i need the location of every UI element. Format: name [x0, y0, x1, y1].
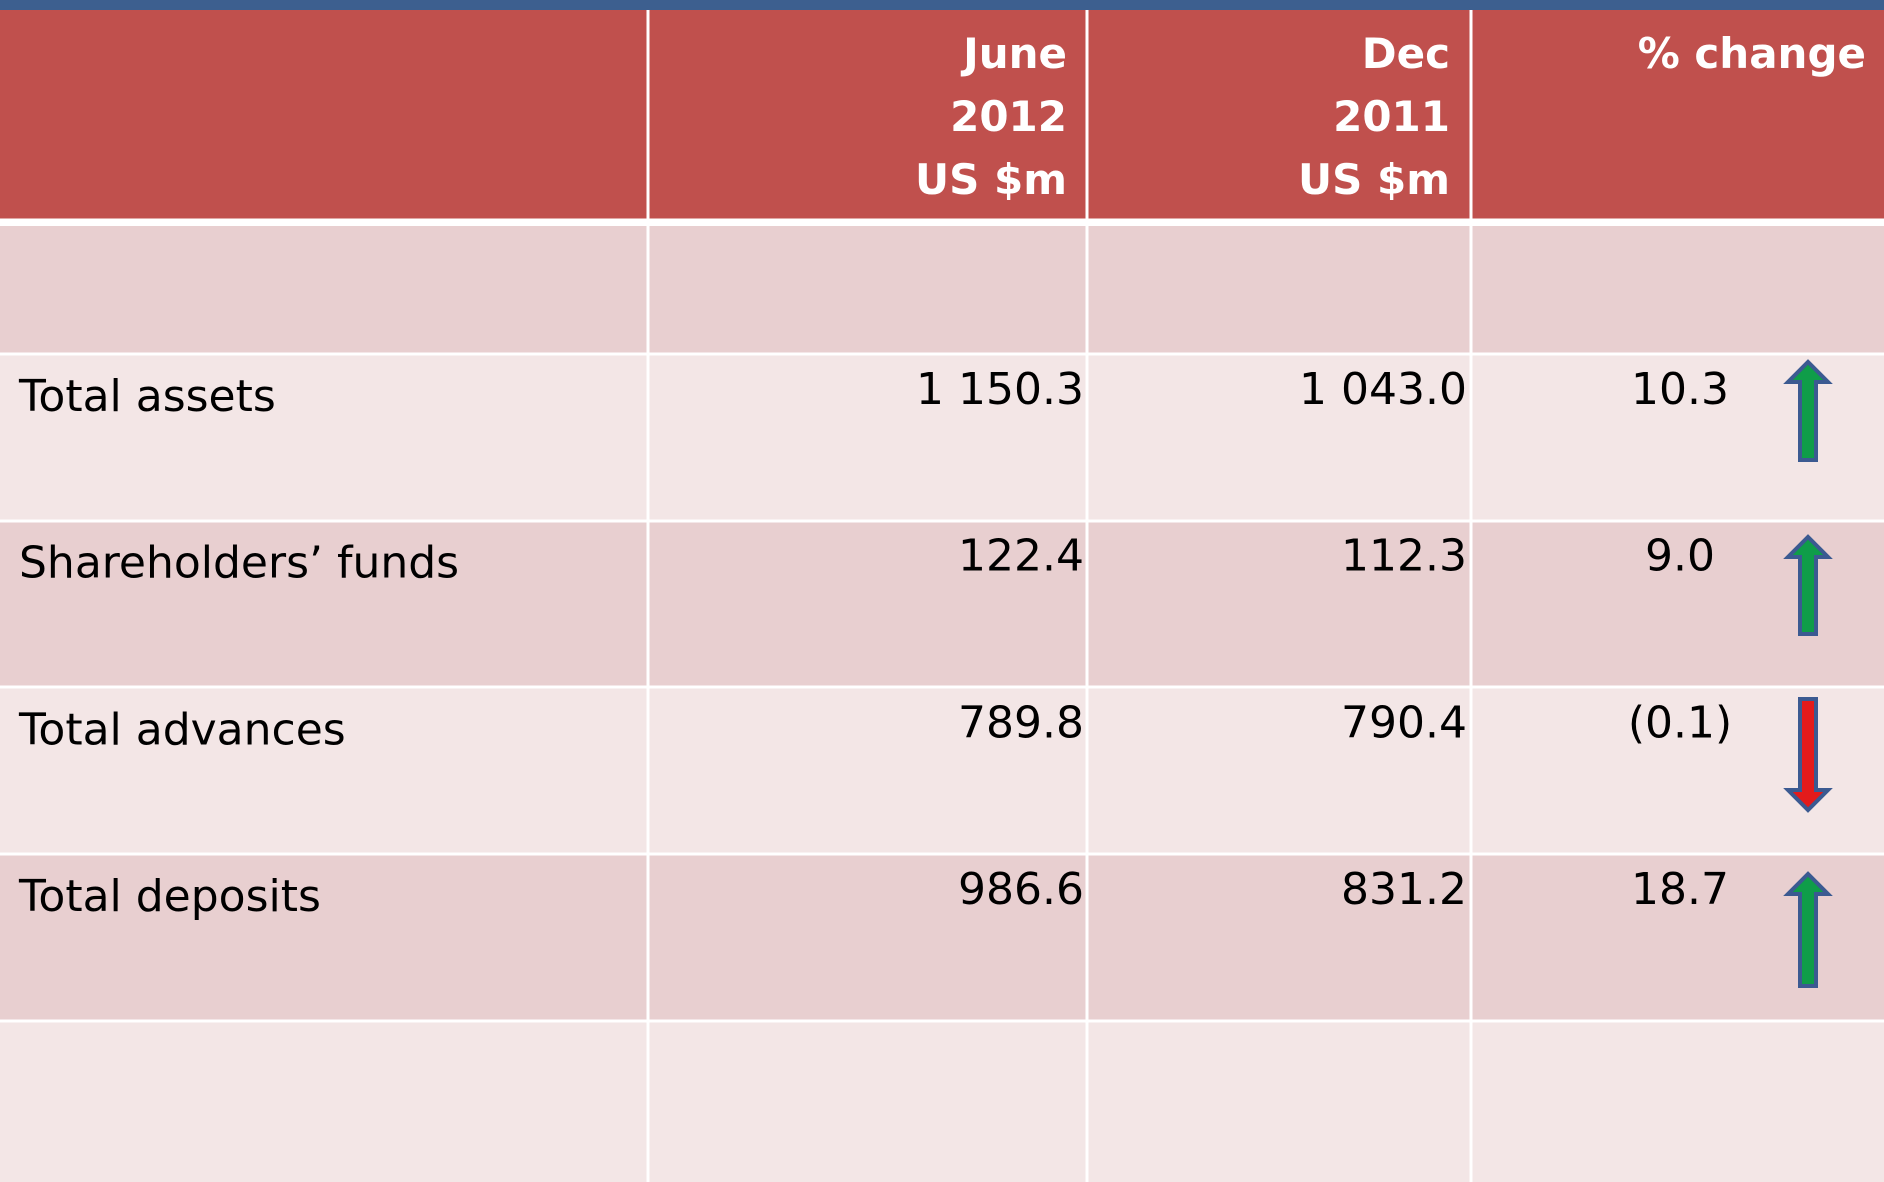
arrow-up	[1783, 871, 1833, 988]
cell-value: 1 150.3	[916, 364, 1084, 415]
arrow-down	[1783, 697, 1833, 813]
arrow-up	[1783, 534, 1833, 636]
header-cell: June	[960, 29, 1067, 78]
cell-value: (0.1)	[1628, 697, 1732, 748]
grid	[0, 10, 1884, 1182]
cell-value: 790.4	[1341, 697, 1467, 748]
cell-value: 122.4	[958, 531, 1084, 582]
cell-value: 831.2	[1341, 864, 1467, 915]
cell-value: 789.8	[958, 697, 1084, 748]
row-bg	[0, 354, 1884, 521]
row-bg	[0, 521, 1884, 687]
row-bg	[0, 687, 1884, 854]
row-label: Total advances	[18, 704, 346, 755]
top-bar	[0, 0, 1884, 10]
row-bg	[0, 854, 1884, 1021]
cell-value: 986.6	[958, 864, 1084, 915]
header-cell: 2012	[950, 92, 1067, 141]
row-label: Shareholders’ funds	[19, 538, 459, 589]
empty-row	[0, 226, 1884, 354]
row-label: Total assets	[18, 371, 276, 422]
arrow-up	[1783, 359, 1833, 462]
cell-value: 112.3	[1341, 531, 1467, 582]
header-row	[0, 10, 1884, 219]
row-bg	[0, 1021, 1884, 1182]
cell-value: 1 043.0	[1299, 364, 1467, 415]
trend-arrows	[1783, 359, 1833, 988]
header-cell: US $m	[915, 155, 1067, 204]
header-cell: US $m	[1298, 155, 1450, 204]
cell-value: 9.0	[1645, 531, 1715, 582]
header-cell: Dec	[1362, 29, 1450, 78]
header-cell: 2011	[1333, 92, 1450, 141]
row-label: Total deposits	[18, 871, 321, 922]
cell-value: 10.3	[1631, 364, 1729, 415]
cell-value: 18.7	[1631, 864, 1729, 915]
header-cell: % change	[1638, 29, 1866, 78]
